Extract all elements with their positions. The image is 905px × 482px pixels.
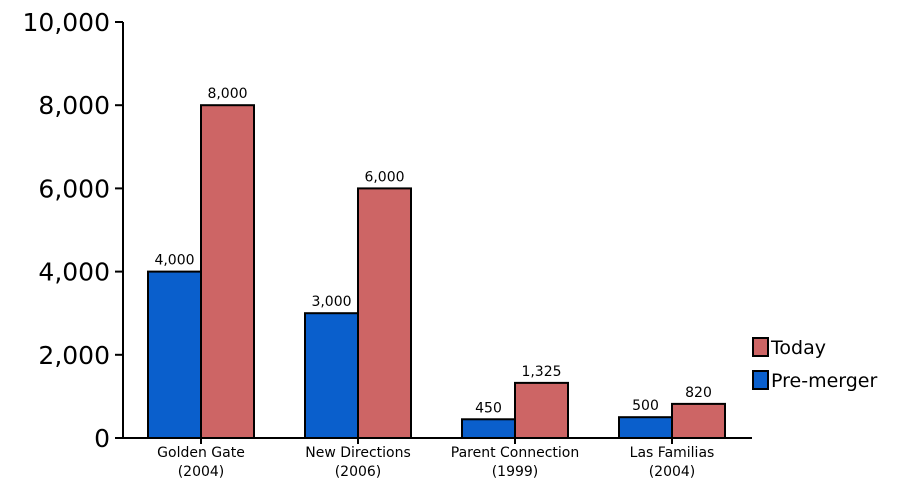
y-tick-label: 8,000 <box>38 91 110 120</box>
axes-layer <box>115 21 752 444</box>
x-tick-label: (1999) <box>492 464 539 480</box>
bar-pre-merger-1 <box>147 270 202 439</box>
labels-layer: 4,000 8,000 Golden Gate (2004) 3,000 6,000 New… <box>23 8 715 480</box>
y-tick-label: 2,000 <box>38 341 110 370</box>
data-label: 820 <box>685 385 712 401</box>
y-tick-label: 0 <box>94 424 110 453</box>
data-label: 4,000 <box>154 253 194 269</box>
y-tick-label: 10,000 <box>23 8 110 37</box>
x-tick-label: Parent Connection <box>451 445 579 461</box>
bar-today-1 <box>200 104 255 439</box>
legend: Today Pre-merger <box>752 337 877 392</box>
x-tick-label: New Directions <box>305 445 411 461</box>
data-label: 3,000 <box>311 294 351 310</box>
data-label: 1,325 <box>521 364 561 380</box>
x-tick-label: (2004) <box>649 464 696 480</box>
bar-pre-merger-4 <box>618 416 673 440</box>
y-tick-label: 4,000 <box>38 258 110 287</box>
bar-today-2 <box>357 187 412 439</box>
legend-label: Today <box>770 337 826 359</box>
x-tick-label: Las Familias <box>630 445 715 461</box>
bar-pre-merger-2 <box>304 312 359 440</box>
x-tick-label: Golden Gate <box>157 445 245 461</box>
bar-pre-merger-3 <box>461 418 516 439</box>
data-label: 8,000 <box>207 86 247 102</box>
data-label: 6,000 <box>364 169 404 185</box>
legend-label: Pre-merger <box>771 370 877 392</box>
data-label: 500 <box>632 398 659 414</box>
bar-today-4 <box>671 402 726 439</box>
y-tick-label: 6,000 <box>38 174 110 203</box>
x-tick-label: (2004) <box>178 464 225 480</box>
legend-swatch-pre-merger <box>752 370 769 390</box>
bar-today-3 <box>514 381 569 440</box>
bars-layer <box>147 104 726 440</box>
x-tick-label: (2006) <box>335 464 382 480</box>
legend-swatch-today <box>752 337 769 357</box>
data-label: 450 <box>475 400 502 416</box>
